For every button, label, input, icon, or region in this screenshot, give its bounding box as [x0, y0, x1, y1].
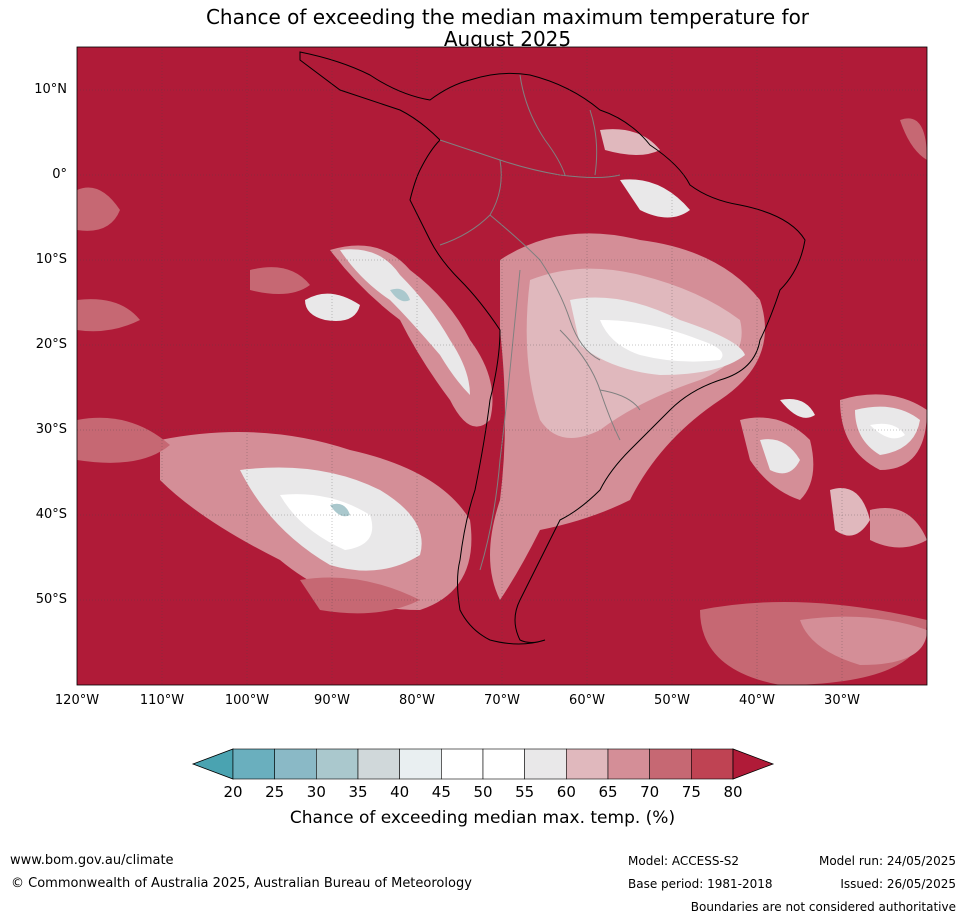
map-panel: [76, 46, 928, 686]
colorbar-tick-label: 55: [515, 783, 535, 801]
south-america-coastline: [299, 51, 806, 645]
colorbar-bin: [357, 748, 400, 780]
latitude-label: 10°S: [35, 251, 67, 267]
colorbar-title: Chance of exceeding median max. temp. (%…: [289, 808, 676, 828]
latitude-label: 40°S: [35, 506, 67, 522]
longitude-label: 40°W: [739, 693, 775, 708]
latitude-label: 10°N: [34, 81, 67, 97]
continent-low-probability-area: [490, 118, 927, 601]
colorbar-bin: [649, 748, 692, 780]
footer-model: Model: ACCESS-S2: [628, 854, 740, 868]
footer-issued: Issued: 26/05/2025: [840, 877, 956, 891]
map-frame: [76, 46, 928, 686]
longitude-label: 110°W: [139, 693, 185, 708]
colorbar-bin: [316, 748, 359, 780]
footer-copyright: © Commonwealth of Australia 2025, Austra…: [11, 876, 472, 891]
longitude-label: 50°W: [654, 693, 690, 708]
colorbar-bin: [441, 748, 484, 780]
colorbar-tick-label: 40: [390, 783, 410, 801]
colorbar-tick-label: 65: [598, 783, 618, 801]
colorbar-max-arrow: [732, 748, 775, 780]
colorbar-tick-label: 75: [681, 783, 701, 801]
pacific-low-probability-area: [77, 187, 493, 614]
latitude-label: 0°: [52, 166, 67, 182]
colorbar-bin: [607, 748, 650, 780]
country-borders: [439, 74, 641, 571]
map-title-line2: August 2025: [443, 27, 572, 51]
longitude-label: 80°W: [399, 693, 435, 708]
colorbar-tick-label: 60: [556, 783, 576, 801]
latitude-label: 50°S: [35, 591, 67, 607]
colorbar-min-arrow: [191, 748, 234, 780]
colorbar-bin: [232, 748, 275, 780]
colorbar-bin: [274, 748, 317, 780]
footer-base-period: Base period: 1981-2018: [628, 877, 773, 891]
colorbar-tick-label: 70: [640, 783, 660, 801]
graticule: [77, 47, 927, 685]
colorbar-bin: [524, 748, 567, 780]
colorbar-tick-label: 30: [306, 783, 326, 801]
colorbar-tick-label: 20: [223, 783, 243, 801]
longitude-label: 30°W: [824, 693, 860, 708]
longitude-label: 70°W: [484, 693, 520, 708]
footer-website: www.bom.gov.au/climate: [10, 853, 174, 868]
longitude-label: 60°W: [569, 693, 605, 708]
longitude-label: 90°W: [314, 693, 350, 708]
colorbar-bin: [399, 748, 442, 780]
footer-model-run: Model run: 24/05/2025: [818, 854, 956, 868]
colorbar-tick-label: 35: [348, 783, 368, 801]
colorbar-tick-label: 80: [723, 783, 743, 801]
latitude-label: 20°S: [35, 336, 67, 352]
colorbar-bin: [482, 748, 525, 780]
latitude-label: 30°S: [35, 421, 67, 437]
colorbar: [191, 748, 775, 780]
colorbar-tick-label: 50: [473, 783, 493, 801]
longitude-label: 120°W: [54, 693, 100, 708]
map-title-line1: Chance of exceeding the median maximum t…: [205, 5, 810, 29]
atlantic-low-probability-area: [700, 394, 927, 685]
colorbar-tick-label: 45: [431, 783, 451, 801]
colorbar-bin: [691, 748, 734, 780]
colorbar-bin: [566, 748, 609, 780]
footer-disclaimer: Boundaries are not considered authoritat…: [690, 900, 956, 914]
colorbar-tick-label: 25: [265, 783, 285, 801]
longitude-label: 100°W: [224, 693, 270, 708]
